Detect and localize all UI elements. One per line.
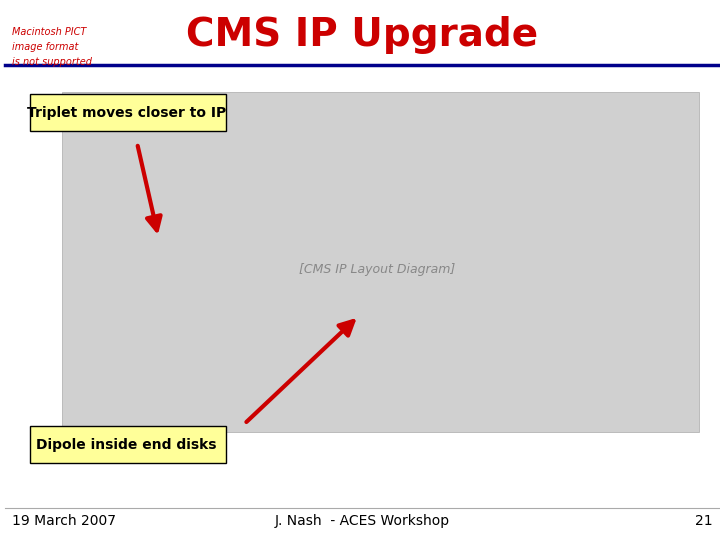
Text: Triplet moves closer to IP: Triplet moves closer to IP xyxy=(27,106,226,120)
Text: Dipole inside end disks: Dipole inside end disks xyxy=(36,438,217,453)
Text: [CMS IP Layout Diagram]: [CMS IP Layout Diagram] xyxy=(299,264,455,276)
Text: 21: 21 xyxy=(696,514,713,528)
Text: image format: image format xyxy=(12,42,78,52)
FancyBboxPatch shape xyxy=(62,92,698,432)
FancyBboxPatch shape xyxy=(30,426,227,463)
Text: 19 March 2007: 19 March 2007 xyxy=(12,514,116,528)
Text: is not supported: is not supported xyxy=(12,57,92,68)
Text: J. Nash  - ACES Workshop: J. Nash - ACES Workshop xyxy=(275,514,450,528)
Text: Macintosh PICT: Macintosh PICT xyxy=(12,27,86,37)
Text: CMS IP Upgrade: CMS IP Upgrade xyxy=(186,16,539,54)
FancyBboxPatch shape xyxy=(30,94,227,131)
